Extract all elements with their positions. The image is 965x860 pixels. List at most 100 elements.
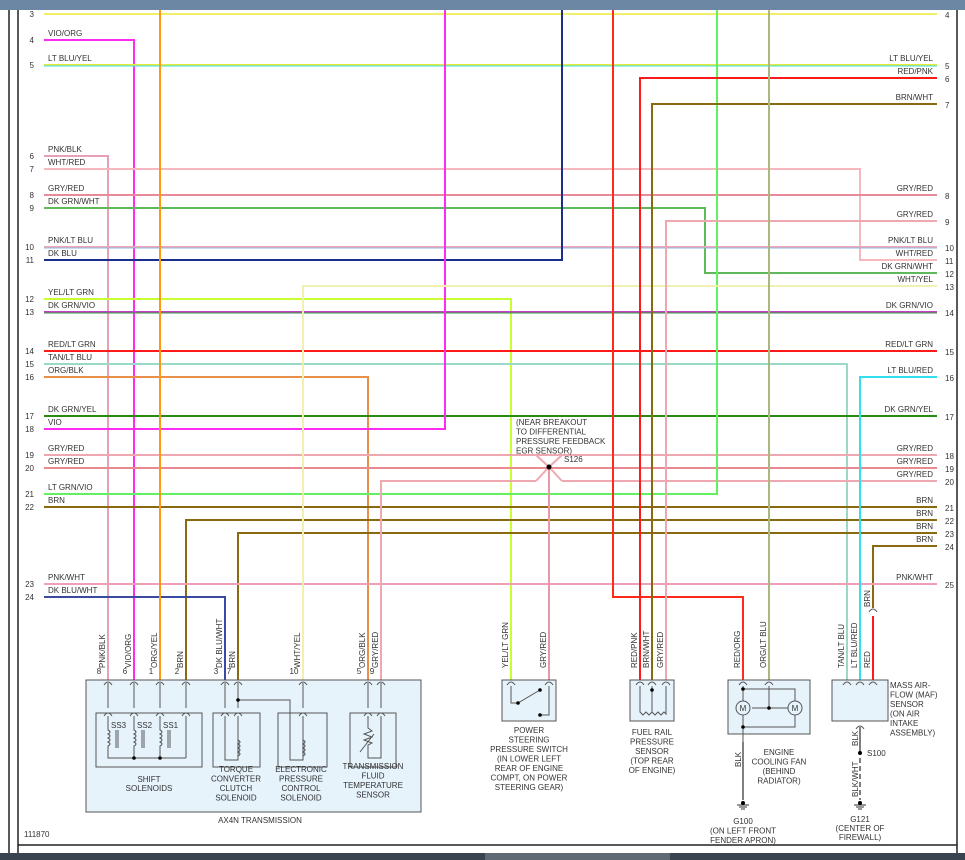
left-wire-label: BRN	[48, 496, 65, 505]
right-pin-number: 21	[945, 504, 954, 513]
connector-terminal-icon	[738, 681, 748, 686]
right-pin-number: 22	[945, 517, 954, 526]
right-wire-label: PNK/WHT	[896, 573, 933, 582]
connector-wire-label: YEL/LT GRN	[501, 622, 510, 668]
connector-wire-label: ORG/LT BLU	[759, 621, 768, 668]
maf-label: (ON AIR	[890, 710, 920, 719]
wire-redpnk	[639, 77, 937, 680]
connector-terminal-icon	[363, 712, 373, 717]
splice-note-line: EGR SENSOR)	[516, 447, 572, 456]
fan-label: RADIATOR)	[757, 777, 801, 786]
connector-wire-label: LT BLU/RED	[850, 622, 859, 668]
solenoid-label: SS1	[163, 721, 179, 730]
splice-branch	[535, 466, 550, 482]
wire-gry-red-tft	[380, 480, 536, 680]
junction-dot	[767, 706, 771, 710]
tft-label: TEMPERATURE	[343, 781, 403, 790]
left-wire-label: GRY/RED	[48, 444, 85, 453]
right-pin-number: 20	[945, 478, 954, 487]
left-wire-label: VIO	[48, 418, 62, 427]
wire-w12	[44, 298, 512, 680]
connector-pin-number: 8	[97, 667, 102, 676]
left-wire-label: DK GRN/WHT	[48, 197, 100, 206]
connector-terminal-icon	[103, 712, 113, 717]
wire-b23	[237, 532, 937, 680]
motor-icon	[787, 700, 803, 716]
wire-w7	[44, 168, 937, 261]
junction-dot	[236, 698, 240, 702]
connector-terminal-icon	[220, 712, 230, 717]
right-pin-number: 23	[945, 530, 954, 539]
connector-wire-label: ORG/YEL	[150, 632, 159, 668]
right-pin-number: 19	[945, 465, 954, 474]
wire-w9	[44, 207, 937, 274]
thermistor-icon	[359, 716, 382, 759]
right-pin-number: 5	[945, 62, 950, 71]
left-pin-number: 3	[30, 10, 35, 19]
left-pin-number: 13	[25, 308, 34, 317]
connector-wire-label: RED	[863, 651, 872, 668]
left-pin-number: 21	[25, 490, 34, 499]
ps-switch-label: STEERING GEAR)	[495, 783, 564, 792]
connector-wire-label: DK BLU/WHT	[215, 619, 224, 668]
ps-switch-label: (IN LOWER LEFT	[497, 755, 561, 764]
tft-label: TRANSMISSION	[343, 762, 404, 771]
connector-wire-label: TAN/LT BLU	[837, 624, 846, 668]
connector-pin-number: 5	[357, 667, 362, 676]
connector-terminal-icon	[181, 712, 191, 717]
fuel-rail-label: (TOP REAR	[630, 757, 673, 766]
switch-contact-dot	[516, 701, 520, 705]
connector-wire-label: BRN	[176, 651, 185, 668]
left-wire-label: TAN/LT BLU	[48, 353, 92, 362]
maf-sensor-box	[831, 679, 889, 722]
solenoid-label: SS2	[137, 721, 153, 730]
right-wire-label: PNK/LT BLU	[888, 236, 933, 245]
splice-s126-dot	[546, 464, 552, 470]
right-pin-number: 6	[945, 75, 950, 84]
connector-terminal-icon	[842, 681, 852, 686]
ground-icon	[737, 804, 749, 810]
epc-label: SOLENOID	[280, 794, 322, 803]
left-pin-number: 15	[25, 360, 34, 369]
right-pin-number: 9	[945, 218, 950, 227]
solenoid-coil-icon	[132, 716, 186, 759]
connector-terminal-icon	[376, 712, 386, 717]
wire-wy	[302, 285, 937, 680]
connector-wire-label: VIO/ORG	[124, 634, 133, 668]
splice-note-line: PRESSURE FEEDBACK	[516, 437, 606, 446]
left-pin-number: 19	[25, 451, 34, 460]
connector-terminal-icon	[363, 681, 373, 686]
ps-switch-label: STEERING	[509, 736, 550, 745]
junction-dot	[158, 756, 162, 760]
splice-note-line: TO DIFFERENTIAL	[516, 428, 587, 437]
wire-w24	[44, 596, 226, 680]
left-pin-number: 4	[30, 36, 35, 45]
shift-solenoids-label: SHIFT	[137, 775, 160, 784]
connector-wire-label: BRN	[228, 651, 237, 668]
connector-wire-label: GRY/RED	[371, 631, 380, 668]
left-pin-number: 22	[25, 503, 34, 512]
ps-switch-label: PRESSURE SWITCH	[490, 745, 568, 754]
right-pin-number: 18	[945, 452, 954, 461]
ground-dot	[741, 801, 745, 805]
connector-wire-label: PNK/BLK	[98, 634, 107, 668]
left-pin-number: 18	[25, 425, 34, 434]
splice-s100-label: S100	[867, 749, 886, 758]
right-pin-number: 15	[945, 348, 954, 357]
fuel-rail-label: PRESSURE	[630, 738, 674, 747]
connector-terminal-icon	[233, 681, 243, 686]
left-wire-label: WHT/RED	[48, 158, 86, 167]
connector-pin-number: 1	[149, 667, 154, 676]
wire-red	[612, 10, 744, 680]
transmission-title: AX4N TRANSMISSION	[218, 816, 302, 825]
splice-branch	[548, 454, 563, 468]
connector-terminal-icon	[129, 712, 139, 717]
connector-pin-number: 10	[290, 667, 299, 676]
maf-label: INTAKE	[890, 719, 918, 728]
wire-w16	[44, 376, 369, 680]
ps-switch-label: COMPT, ON POWER	[491, 774, 568, 783]
right-pin-number: 7	[945, 101, 950, 110]
connector-terminal-icon	[661, 681, 671, 686]
ps-switch-label: REAR OF ENGINE	[495, 764, 563, 773]
